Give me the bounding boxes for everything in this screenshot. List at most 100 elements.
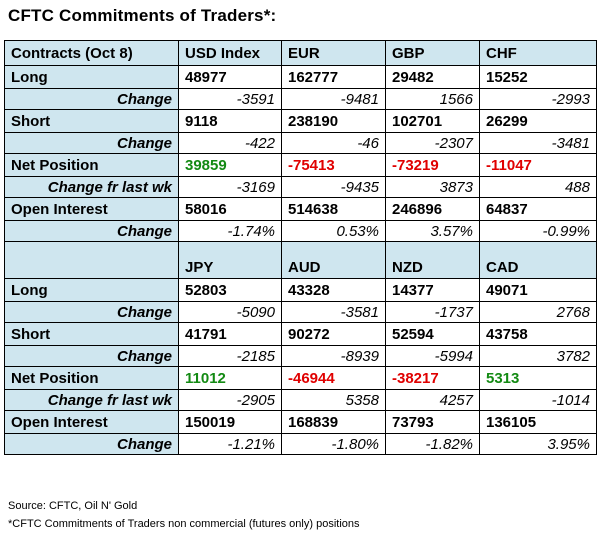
open-interest-value: 58016 (178, 197, 282, 221)
open-interest-value: 150019 (178, 410, 282, 434)
net-position-value: 5313 (479, 366, 597, 390)
change-value: -1737 (385, 301, 480, 323)
long-value: 49071 (479, 278, 597, 302)
change-label: Change (4, 301, 179, 323)
net-position-value: 39859 (178, 153, 282, 177)
currency-header: USD Index (178, 40, 282, 66)
short-row: Short 41791 90272 52594 43758 (4, 322, 597, 346)
currency-header: AUD (281, 241, 386, 279)
open-interest-label: Open Interest (4, 410, 179, 434)
change-value: 2768 (479, 301, 597, 323)
open-interest-row: Open Interest 150019 168839 73793 136105 (4, 410, 597, 434)
change-label: Change (4, 433, 179, 455)
long-change-row: Change -5090 -3581 -1737 2768 (4, 301, 597, 323)
short-value: 9118 (178, 109, 282, 133)
net-change-value: 488 (479, 176, 597, 198)
net-change-value: 4257 (385, 389, 480, 411)
oi-change-row: Change -1.21% -1.80% -1.82% 3.95% (4, 433, 597, 455)
short-value: 102701 (385, 109, 480, 133)
change-value: -422 (178, 132, 282, 154)
header-spacer (4, 241, 179, 279)
oi-change-value: -1.21% (178, 433, 282, 455)
currency-header: CHF (479, 40, 597, 66)
currency-header: EUR (281, 40, 386, 66)
oi-change-value: 0.53% (281, 220, 386, 242)
net-change-row: Change fr last wk -3169 -9435 3873 488 (4, 176, 597, 198)
net-position-value: -73219 (385, 153, 480, 177)
short-value: 43758 (479, 322, 597, 346)
short-label: Short (4, 109, 179, 133)
oi-change-value: 3.95% (479, 433, 597, 455)
long-value: 29482 (385, 65, 480, 89)
currency-header: JPY (178, 241, 282, 279)
long-row: Long 48977 162777 29482 15252 (4, 65, 597, 89)
change-fr-last-wk-label: Change fr last wk (4, 389, 179, 411)
short-value: 52594 (385, 322, 480, 346)
change-label: Change (4, 132, 179, 154)
short-row: Short 9118 238190 102701 26299 (4, 109, 597, 133)
oi-change-value: 3.57% (385, 220, 480, 242)
header-row: Contracts (Oct 8) USD Index EUR GBP CHF (4, 40, 597, 66)
long-value: 43328 (281, 278, 386, 302)
net-position-label: Net Position (4, 366, 179, 390)
long-value: 14377 (385, 278, 480, 302)
change-label: Change (4, 220, 179, 242)
footnote: *CFTC Commitments of Traders non commerc… (8, 518, 360, 530)
net-change-value: -9435 (281, 176, 386, 198)
page-title: CFTC Commitments of Traders*: (8, 6, 277, 25)
net-position-value: -46944 (281, 366, 386, 390)
long-value: 162777 (281, 65, 386, 89)
change-value: -46 (281, 132, 386, 154)
net-position-value: 11012 (178, 366, 282, 390)
open-interest-value: 136105 (479, 410, 597, 434)
oi-change-row: Change -1.74% 0.53% 3.57% -0.99% (4, 220, 597, 242)
change-value: -8939 (281, 345, 386, 367)
change-value: -2307 (385, 132, 480, 154)
change-label: Change (4, 88, 179, 110)
change-fr-last-wk-label: Change fr last wk (4, 176, 179, 198)
net-change-value: 5358 (281, 389, 386, 411)
contracts-label: Contracts (Oct 8) (4, 40, 179, 66)
open-interest-value: 73793 (385, 410, 480, 434)
header-row: JPY AUD NZD CAD (4, 241, 597, 279)
long-change-row: Change -3591 -9481 1566 -2993 (4, 88, 597, 110)
open-interest-row: Open Interest 58016 514638 246896 64837 (4, 197, 597, 221)
open-interest-label: Open Interest (4, 197, 179, 221)
net-position-row: Net Position 39859 -75413 -73219 -11047 (4, 153, 597, 177)
long-label: Long (4, 278, 179, 302)
long-value: 48977 (178, 65, 282, 89)
net-change-value: -3169 (178, 176, 282, 198)
net-change-value: -1014 (479, 389, 597, 411)
change-value: 1566 (385, 88, 480, 110)
net-change-row: Change fr last wk -2905 5358 4257 -1014 (4, 389, 597, 411)
short-value: 26299 (479, 109, 597, 133)
net-change-value: -2905 (178, 389, 282, 411)
net-position-label: Net Position (4, 153, 179, 177)
currency-header: NZD (385, 241, 480, 279)
short-value: 41791 (178, 322, 282, 346)
change-value: -2185 (178, 345, 282, 367)
open-interest-value: 514638 (281, 197, 386, 221)
net-position-value: -75413 (281, 153, 386, 177)
source-note: Source: CFTC, Oil N' Gold (8, 500, 138, 512)
change-label: Change (4, 345, 179, 367)
short-value: 238190 (281, 109, 386, 133)
change-value: -3481 (479, 132, 597, 154)
short-change-row: Change -422 -46 -2307 -3481 (4, 132, 597, 154)
open-interest-value: 246896 (385, 197, 480, 221)
change-value: -5090 (178, 301, 282, 323)
long-label: Long (4, 65, 179, 89)
cftc-table: Contracts (Oct 8) USD Index EUR GBP CHF … (4, 40, 597, 455)
long-value: 52803 (178, 278, 282, 302)
oi-change-value: -1.74% (178, 220, 282, 242)
open-interest-value: 168839 (281, 410, 386, 434)
currency-header: GBP (385, 40, 480, 66)
short-change-row: Change -2185 -8939 -5994 3782 (4, 345, 597, 367)
change-value: -3581 (281, 301, 386, 323)
change-value: 3782 (479, 345, 597, 367)
net-change-value: 3873 (385, 176, 480, 198)
short-value: 90272 (281, 322, 386, 346)
change-value: -5994 (385, 345, 480, 367)
net-position-row: Net Position 11012 -46944 -38217 5313 (4, 366, 597, 390)
net-position-value: -38217 (385, 366, 480, 390)
